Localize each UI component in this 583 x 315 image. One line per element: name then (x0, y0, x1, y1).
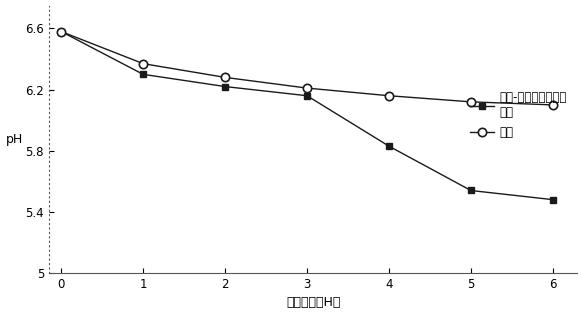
X-axis label: 発酵時間（H）: 発酵時間（H） (286, 296, 340, 309)
「糖-アルカリ溶液」
添加 (385, 144, 392, 148)
対照 (304, 86, 311, 90)
対照 (549, 103, 556, 107)
「糖-アルカリ溶液」
添加 (58, 30, 65, 33)
対照 (58, 30, 65, 33)
「糖-アルカリ溶液」
添加 (549, 198, 556, 202)
Line: 対照: 対照 (57, 27, 557, 109)
「糖-アルカリ溶液」
添加 (468, 189, 475, 192)
「糖-アルカリ溶液」
添加 (304, 94, 311, 98)
対照 (140, 62, 147, 66)
対照 (222, 76, 229, 79)
対照 (385, 94, 392, 98)
対照 (468, 100, 475, 104)
「糖-アルカリ溶液」
添加 (222, 85, 229, 89)
Y-axis label: pH: pH (6, 133, 23, 146)
Line: 「糖-アルカリ溶液」
添加: 「糖-アルカリ溶液」 添加 (58, 28, 556, 203)
Legend: 「糖-アルカリ溶液」
添加, 対照: 「糖-アルカリ溶液」 添加, 対照 (465, 86, 571, 144)
「糖-アルカリ溶液」
添加 (140, 72, 147, 76)
